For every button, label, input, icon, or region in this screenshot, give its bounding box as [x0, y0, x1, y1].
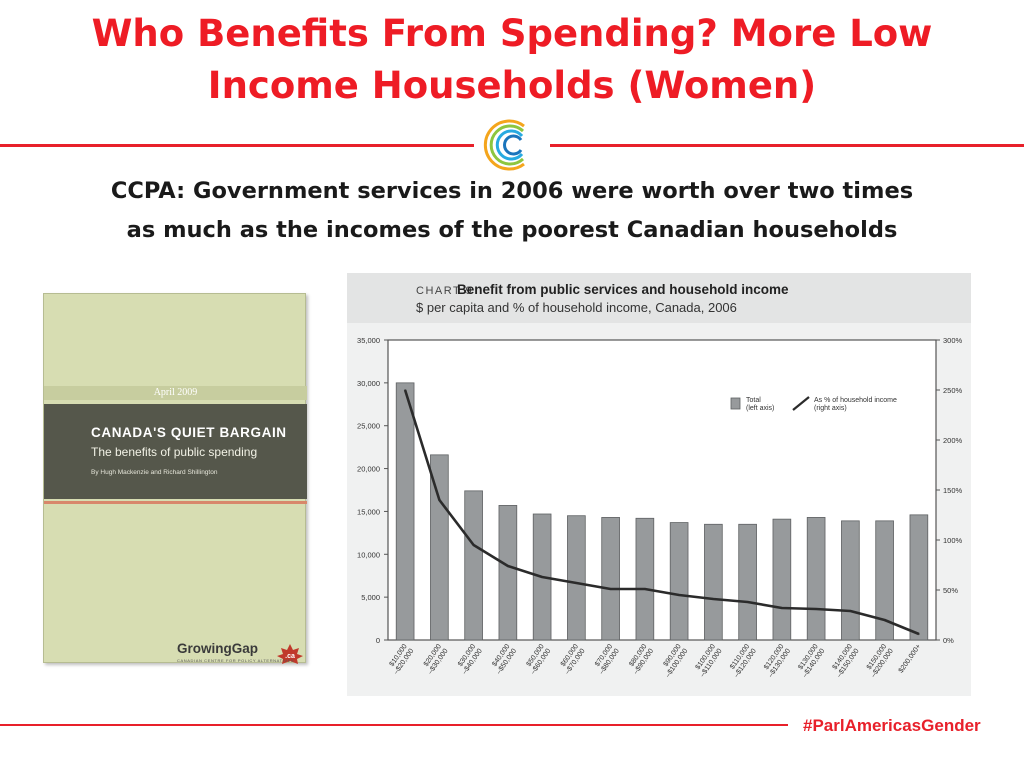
- x-tick-label: $90,000–$100,000: [658, 643, 689, 679]
- bar: [875, 520, 894, 641]
- x-tick-label: $60,000–$70,000: [558, 643, 587, 676]
- y-left-tick-label: 25,000: [357, 422, 380, 431]
- bar: [772, 518, 792, 641]
- line-point: [507, 565, 509, 567]
- x-tick-label-part: $200,000+: [898, 643, 923, 674]
- legend-pct-swatch: [792, 396, 810, 411]
- line-point: [712, 598, 715, 600]
- report-cover-authors: By Hugh Mackenzie and Richard Shillingto…: [91, 469, 218, 476]
- line-point: [472, 544, 475, 546]
- maple-leaf-icon: .ca: [277, 644, 303, 664]
- x-tick-label: $30,000–$40,000: [455, 643, 484, 676]
- x-tick-label: $140,000–$150,000: [829, 643, 860, 679]
- bar: [909, 514, 929, 641]
- legend-total-label: Total: [746, 397, 761, 404]
- slide-subtitle-line-2: as much as the incomes of the poorest Ca…: [126, 217, 898, 243]
- y-left-tick-label: 10,000: [357, 550, 380, 559]
- growinggap-logo-org: CANADIAN CENTRE FOR POLICY ALTERNATIVES: [177, 658, 295, 663]
- report-cover-title: CANADA'S QUIET BARGAIN: [91, 425, 287, 440]
- y-left-tick-label: 15,000: [357, 507, 380, 516]
- line-point: [883, 619, 886, 621]
- bar: [395, 382, 415, 641]
- x-tick-label: $70,000–$80,000: [592, 643, 621, 676]
- y-left-tick-label: 5,000: [361, 593, 380, 602]
- x-tick-label: $150,000–$200,000: [864, 643, 895, 679]
- report-cover-date: April 2009: [44, 386, 307, 400]
- line-point: [849, 610, 852, 612]
- growinggap-logo-text: GrowingGap: [177, 641, 258, 656]
- x-tick-label: $80,000–$90,000: [626, 643, 655, 676]
- line-point: [644, 588, 646, 590]
- x-tick-label: $200,000+: [898, 643, 923, 674]
- title-rule-left: [0, 144, 474, 147]
- bar: [635, 517, 655, 641]
- x-tick-label: $20,000–$30,000: [421, 643, 450, 676]
- line-point: [609, 588, 612, 590]
- x-tick-label: $50,000–$60,000: [523, 643, 552, 676]
- chart-title: Benefit from public services and househo…: [457, 282, 789, 297]
- y-left-tick-label: 20,000: [357, 465, 380, 474]
- y-left-tick-label: 35,000: [357, 336, 380, 345]
- x-tick-label: $40,000–$50,000: [489, 643, 518, 676]
- line-point: [678, 594, 680, 596]
- benefit-chart: 0 5,000 10,000 15,000 20,000 25,000 30,000 35,0…: [357, 336, 963, 679]
- line-point: [404, 389, 406, 391]
- x-tick-label: $10,000–$20,000: [386, 643, 415, 676]
- report-cover-band: [44, 404, 307, 499]
- parlamericas-logo-icon: [483, 119, 525, 171]
- bar: [669, 522, 689, 641]
- footer-rule: [0, 724, 788, 726]
- line-point: [918, 633, 920, 635]
- bar: [430, 454, 449, 641]
- growinggap-logo-suffix: .ca: [285, 653, 295, 660]
- x-tick-label: $130,000–$140,000: [795, 643, 826, 679]
- x-tick-label: $110,000–$120,000: [727, 643, 758, 679]
- bar: [464, 490, 483, 641]
- bar: [738, 523, 757, 641]
- chart-subtitle: $ per capita and % of household income, …: [416, 300, 737, 315]
- y-right-tick-label: 300%: [943, 336, 963, 345]
- y-right-tick-label: 150%: [943, 486, 963, 495]
- x-tick-label: $120,000–$130,000: [761, 643, 792, 679]
- pct-income-line: [403, 389, 920, 636]
- title-rule-right: [550, 144, 1024, 147]
- report-cover: April 2009 CANADA'S QUIET BARGAIN The be…: [43, 293, 307, 664]
- bar: [704, 523, 723, 641]
- line-point: [438, 499, 441, 501]
- bar: [806, 517, 826, 641]
- chart-kicker: CHART 9: [416, 285, 474, 297]
- report-cover-subtitle: The benefits of public spending: [91, 445, 258, 459]
- slide-subtitle-line-1: CCPA: Government services in 2006 were w…: [110, 178, 914, 204]
- legend-pct-sublabel: (right axis): [814, 405, 847, 412]
- line-point: [746, 601, 749, 603]
- line-point: [541, 576, 543, 578]
- report-cover-stripe: [44, 501, 307, 504]
- y-right-tick-label: 250%: [943, 386, 963, 395]
- y-left-tick-label: 30,000: [357, 379, 380, 388]
- y-right-tick-label: 50%: [943, 586, 958, 595]
- bar: [841, 520, 860, 641]
- y-right-tick-label: 0%: [943, 636, 954, 645]
- legend-total-sublabel: (left axis): [746, 405, 774, 412]
- y-right-tick-label: 100%: [943, 536, 963, 545]
- x-tick-label: $100,000–$110,000: [693, 643, 724, 678]
- line-point: [815, 608, 817, 610]
- y-left-tick-label: 0: [376, 636, 380, 645]
- slide-title-line-1: Who Benefits From Spending? More Low: [91, 12, 933, 55]
- line-point: [575, 582, 578, 584]
- bar: [601, 517, 620, 641]
- hashtag-label: #ParlAmericasGender: [803, 716, 981, 735]
- bar: [567, 515, 586, 641]
- slide-subtitle: CCPA: Government services in 2006 were w…: [40, 172, 984, 250]
- line-point: [781, 607, 783, 609]
- bar: [498, 505, 518, 641]
- slide-title: Who Benefits From Spending? More Low Inc…: [40, 8, 984, 112]
- legend-total-swatch: [730, 397, 741, 410]
- chart-header: [347, 273, 971, 323]
- slide-title-line-2: Income Households (Women): [207, 64, 817, 107]
- y-right-tick-label: 200%: [943, 436, 963, 445]
- legend-pct-label: As % of household income: [814, 397, 897, 404]
